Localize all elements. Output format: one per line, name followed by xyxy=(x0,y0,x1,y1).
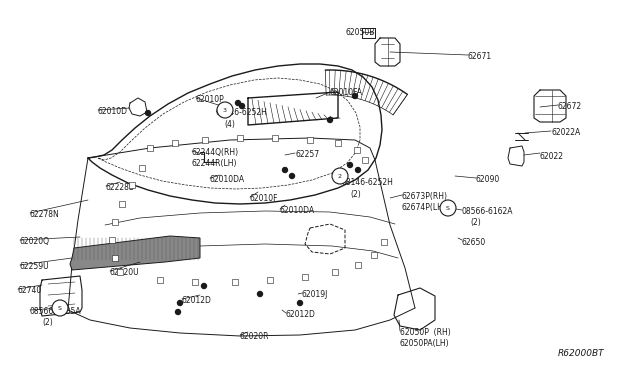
FancyBboxPatch shape xyxy=(267,277,273,283)
FancyBboxPatch shape xyxy=(139,165,145,171)
Text: 62022: 62022 xyxy=(540,152,564,161)
Circle shape xyxy=(355,167,360,173)
Text: 62010F: 62010F xyxy=(250,194,278,203)
Text: S: S xyxy=(58,305,62,311)
FancyBboxPatch shape xyxy=(172,140,178,146)
Text: 62010D: 62010D xyxy=(98,107,128,116)
FancyBboxPatch shape xyxy=(112,219,118,225)
Text: 62278N: 62278N xyxy=(30,210,60,219)
FancyBboxPatch shape xyxy=(112,255,118,261)
Text: 62020R: 62020R xyxy=(240,332,269,341)
FancyBboxPatch shape xyxy=(332,269,338,275)
Circle shape xyxy=(236,100,241,106)
Circle shape xyxy=(239,103,244,109)
Text: R62000BT: R62000BT xyxy=(558,349,605,358)
Text: 62019J: 62019J xyxy=(302,290,328,299)
Text: (2): (2) xyxy=(350,190,361,199)
FancyBboxPatch shape xyxy=(117,269,123,275)
Text: 62010DA: 62010DA xyxy=(210,175,245,184)
FancyBboxPatch shape xyxy=(354,147,360,153)
FancyBboxPatch shape xyxy=(355,262,361,268)
Circle shape xyxy=(353,93,358,99)
Text: 62010DA: 62010DA xyxy=(280,206,315,215)
Polygon shape xyxy=(70,236,200,270)
Text: 62672: 62672 xyxy=(558,102,582,111)
Circle shape xyxy=(52,300,68,316)
Text: (2): (2) xyxy=(470,218,481,227)
FancyBboxPatch shape xyxy=(147,145,153,151)
Text: 62050PA(LH): 62050PA(LH) xyxy=(400,339,450,348)
Circle shape xyxy=(328,118,333,122)
Text: 62740: 62740 xyxy=(18,286,42,295)
Text: 62650: 62650 xyxy=(462,238,486,247)
Text: 62674P(LH): 62674P(LH) xyxy=(402,203,447,212)
FancyBboxPatch shape xyxy=(109,237,115,243)
Circle shape xyxy=(332,168,348,184)
Text: 62012D: 62012D xyxy=(286,310,316,319)
Circle shape xyxy=(217,102,233,118)
Text: 62050P  (RH): 62050P (RH) xyxy=(400,328,451,337)
FancyBboxPatch shape xyxy=(371,252,377,258)
Text: 62671: 62671 xyxy=(468,52,492,61)
Text: 62257: 62257 xyxy=(295,150,319,159)
FancyBboxPatch shape xyxy=(237,135,243,141)
Text: 62244Q(RH): 62244Q(RH) xyxy=(192,148,239,157)
Text: 08146-6252H: 08146-6252H xyxy=(342,178,394,187)
Text: 08566-6162A: 08566-6162A xyxy=(462,207,513,216)
Text: (4): (4) xyxy=(224,120,235,129)
Circle shape xyxy=(175,310,180,314)
Text: 62244R(LH): 62244R(LH) xyxy=(192,159,237,168)
Circle shape xyxy=(202,283,207,289)
Circle shape xyxy=(282,167,287,173)
Text: 2: 2 xyxy=(338,173,342,179)
Text: 62020U: 62020U xyxy=(110,268,140,277)
FancyBboxPatch shape xyxy=(272,135,278,141)
FancyBboxPatch shape xyxy=(307,137,313,143)
FancyBboxPatch shape xyxy=(302,274,308,280)
Text: 62012D: 62012D xyxy=(182,296,212,305)
Circle shape xyxy=(289,173,294,179)
Circle shape xyxy=(257,292,262,296)
Text: 08566-6205A: 08566-6205A xyxy=(30,307,82,316)
Text: 62259U: 62259U xyxy=(20,262,50,271)
Text: 62022A: 62022A xyxy=(551,128,580,137)
FancyBboxPatch shape xyxy=(381,239,387,245)
Circle shape xyxy=(298,301,303,305)
Text: 62050B: 62050B xyxy=(345,28,374,37)
Text: 62673P(RH): 62673P(RH) xyxy=(402,192,448,201)
Text: 62010FA: 62010FA xyxy=(330,88,363,97)
Text: 08146-6252H: 08146-6252H xyxy=(216,108,268,117)
Text: (2): (2) xyxy=(42,318,52,327)
Text: S: S xyxy=(446,205,450,211)
Circle shape xyxy=(348,163,353,167)
FancyBboxPatch shape xyxy=(335,140,341,146)
FancyBboxPatch shape xyxy=(119,201,125,207)
FancyBboxPatch shape xyxy=(232,279,238,285)
FancyBboxPatch shape xyxy=(202,137,208,143)
Text: 62020Q: 62020Q xyxy=(20,237,50,246)
Text: 62010P: 62010P xyxy=(196,95,225,104)
Circle shape xyxy=(145,110,150,115)
Circle shape xyxy=(177,301,182,305)
Text: 62228B: 62228B xyxy=(106,183,135,192)
Text: 62090: 62090 xyxy=(476,175,500,184)
Circle shape xyxy=(440,200,456,216)
Text: 3: 3 xyxy=(223,108,227,112)
FancyBboxPatch shape xyxy=(129,182,135,188)
FancyBboxPatch shape xyxy=(157,277,163,283)
FancyBboxPatch shape xyxy=(362,157,368,163)
FancyBboxPatch shape xyxy=(192,279,198,285)
